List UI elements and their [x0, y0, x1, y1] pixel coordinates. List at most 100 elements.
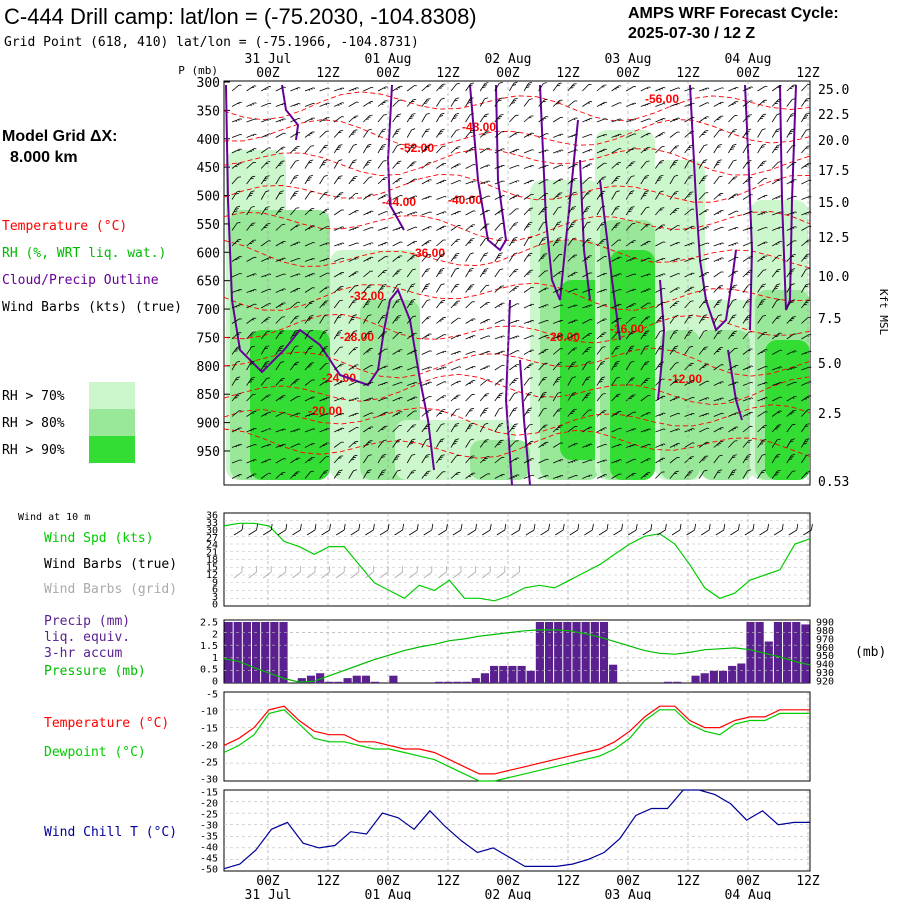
wind-barb-flag — [514, 222, 519, 224]
wind-barb-staff — [757, 332, 765, 340]
wind-barb-staff — [771, 300, 778, 309]
wind-barb-flag — [314, 523, 317, 531]
wind-barb — [377, 128, 387, 138]
wind-barb — [596, 133, 608, 138]
wind-barb-staff — [713, 87, 723, 92]
wind-barb-flag — [381, 146, 385, 148]
wind-barb-staff — [436, 284, 442, 293]
wind-barb-staff — [772, 211, 781, 216]
wind-barb — [523, 132, 534, 138]
precip-bar — [709, 670, 718, 683]
wind-barb-flag — [279, 445, 281, 448]
wind-barb-flag — [354, 398, 357, 400]
wind-barb — [684, 102, 695, 107]
cloud-outline — [519, 359, 531, 486]
wind-barb-flag — [702, 177, 707, 180]
wind-barb-staff — [625, 362, 632, 371]
wind-barb-staff — [552, 409, 559, 417]
wind-barb-flag — [690, 273, 693, 276]
wind-barb-staff — [523, 193, 532, 200]
wind-barb — [684, 116, 695, 123]
wind-barb-flag — [483, 409, 488, 412]
wind-barb-flag — [484, 422, 489, 425]
wind-barb — [582, 443, 593, 448]
wind-barb-staff — [523, 458, 533, 464]
wind-barb-staff — [479, 253, 486, 262]
wind-barb-flag — [252, 428, 255, 431]
wind-barb — [669, 225, 680, 231]
y-tick-label: -15 — [200, 724, 218, 735]
wind-barb-flag — [308, 177, 312, 179]
wind-barb-flag — [657, 179, 661, 182]
wind-barb-flag — [412, 144, 416, 146]
wind-barb — [728, 364, 739, 371]
wind-barb-flag — [606, 523, 609, 531]
wind-barb — [728, 284, 738, 293]
wind-barb-staff — [319, 116, 328, 123]
wind-barb-flag — [558, 460, 561, 462]
wind-barb — [626, 118, 637, 123]
wind-barb-flag — [329, 523, 331, 531]
wind-barb-staff — [713, 364, 722, 371]
wind-barb-staff — [406, 284, 413, 293]
wind-barb-staff — [465, 253, 471, 262]
wind-barb-flag — [561, 319, 564, 322]
wind-barb — [771, 85, 782, 92]
wind-barb-staff — [377, 114, 385, 123]
wind-barb — [523, 252, 533, 262]
wind-barb — [363, 159, 372, 169]
wind-barb — [465, 238, 475, 247]
date-label-top: 03 Aug — [605, 52, 652, 67]
wind-barb — [261, 288, 272, 293]
precip-bar — [471, 678, 480, 683]
wind-barb-staff — [319, 300, 326, 309]
wind-barb-staff — [611, 303, 620, 309]
pressure-axis-label: P (mb) — [178, 64, 218, 77]
wind-barb-staff — [553, 164, 562, 169]
wind-barb-staff — [523, 222, 530, 231]
temperature-contour-label: -40.00 — [448, 193, 482, 207]
wind-barb — [757, 453, 766, 464]
temperature-contour-label: -52.00 — [400, 141, 434, 155]
wind-barb-true — [496, 523, 507, 536]
wind-barb-staff — [480, 365, 489, 371]
wind-barb-staff — [801, 317, 809, 324]
wind-barb-flag — [382, 314, 387, 317]
wind-barb — [333, 441, 344, 448]
wind-barb-staff — [231, 346, 238, 355]
wind-barb-flag — [527, 84, 531, 86]
wind-barb-flag — [254, 289, 257, 291]
cloud-outline — [657, 279, 666, 401]
wind-barb — [655, 361, 664, 371]
precip-bar — [609, 664, 618, 683]
wind-barb-grid — [306, 566, 316, 579]
wind-barb-staff — [742, 365, 752, 371]
wind-barb — [523, 115, 534, 123]
wind-barb-flag — [529, 320, 532, 323]
wind-barb — [392, 349, 403, 355]
wind-barb-flag — [734, 227, 736, 230]
wind-barb-staff — [611, 410, 620, 417]
wind-barb-staff — [319, 192, 326, 200]
wind-barb — [538, 287, 549, 293]
wind-barb — [377, 194, 388, 200]
wind-barb-flag — [546, 334, 549, 337]
wind-barb-flag — [586, 376, 591, 379]
wind-barb-staff — [392, 161, 399, 169]
y-tick-label: 6 — [212, 585, 218, 596]
wind-barb — [669, 131, 680, 138]
wind-barb-flag — [722, 242, 724, 245]
wind-barb-staff — [523, 408, 529, 417]
wind-barb-flag — [543, 221, 547, 224]
wind-barb — [611, 410, 622, 417]
wind-barb-flag — [704, 144, 708, 146]
wind-barb-staff — [421, 254, 429, 262]
wind-barb — [480, 180, 491, 185]
wind-barb-flag — [561, 459, 564, 461]
wind-barb-staff — [684, 428, 694, 433]
wind-barb-flag — [573, 118, 576, 120]
wind-barb-flag — [295, 361, 300, 364]
wind-barb-staff — [261, 133, 270, 138]
wind-barb-staff — [786, 424, 793, 433]
wind-barb-flag — [267, 444, 269, 447]
